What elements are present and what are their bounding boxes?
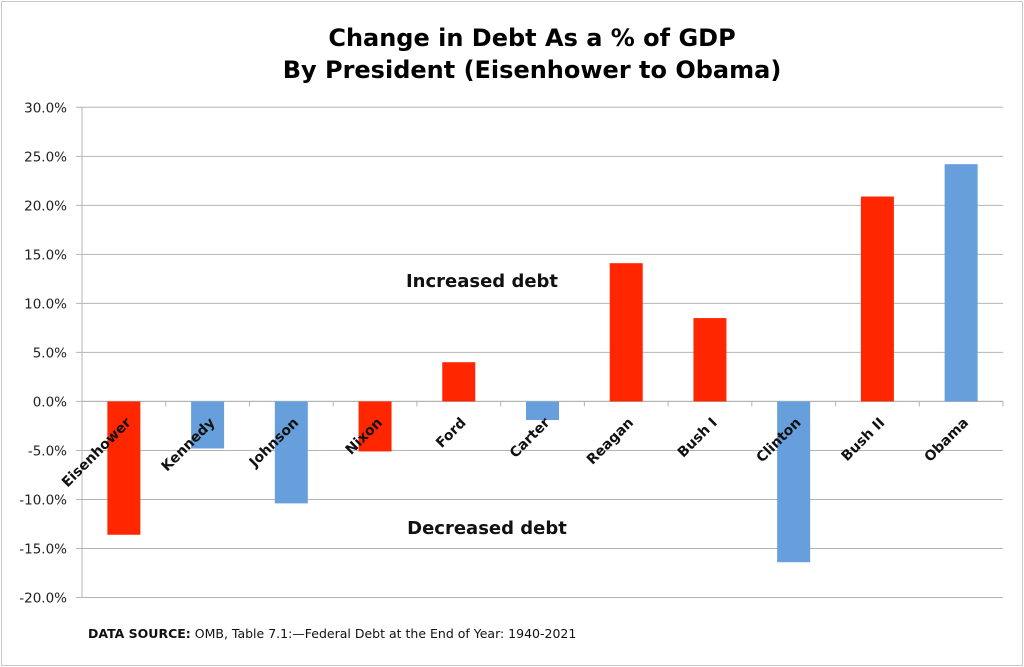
annotation-increased-debt: Increased debt [406, 271, 558, 292]
y-tick-label: 0.0% [33, 394, 67, 410]
annotation-decreased-debt: Decreased debt [407, 518, 567, 539]
x-tick-label: Reagan [584, 415, 637, 468]
bar-carter [526, 401, 559, 421]
y-tick-label: -20.0% [19, 591, 67, 607]
x-tick-label: Ford [433, 415, 469, 451]
x-tick-label: Bush I [675, 415, 721, 461]
chart-subtitle: By President (Eisenhower to Obama) [282, 56, 782, 84]
y-tick-label: -5.0% [28, 443, 67, 459]
y-tick-label: 10.0% [24, 296, 67, 312]
bar-clinton [777, 401, 811, 563]
data-source-note: DATA SOURCE: OMB, Table 7.1:—Federal Deb… [88, 626, 576, 641]
y-tick-label: 30.0% [24, 100, 67, 116]
y-tick-label: 5.0% [33, 345, 67, 361]
data-source-label: DATA SOURCE: [88, 626, 191, 641]
chart-title: Change in Debt As a % of GDP [328, 24, 736, 52]
y-tick-label: 25.0% [24, 149, 67, 165]
data-source-text: OMB, Table 7.1:—Federal Debt at the End … [190, 626, 577, 641]
bar-nixon [358, 401, 392, 452]
bar-johnson [274, 401, 308, 504]
bar-reagan [609, 263, 643, 402]
x-tick-label: Obama [921, 415, 971, 465]
y-tick-label: -15.0% [19, 541, 67, 557]
bar-ford [442, 362, 476, 402]
x-tick-label: Bush II [839, 415, 889, 465]
bar-eisenhower [107, 401, 141, 535]
y-tick-label: -10.0% [19, 492, 67, 508]
bar-bush-ii [860, 196, 894, 402]
bar-kennedy [191, 401, 225, 449]
y-tick-label: 15.0% [24, 247, 67, 263]
x-tick-label: Carter [507, 415, 554, 462]
bar-obama [944, 164, 978, 402]
bar-bush-i [693, 318, 727, 402]
y-tick-label: 20.0% [24, 198, 67, 214]
